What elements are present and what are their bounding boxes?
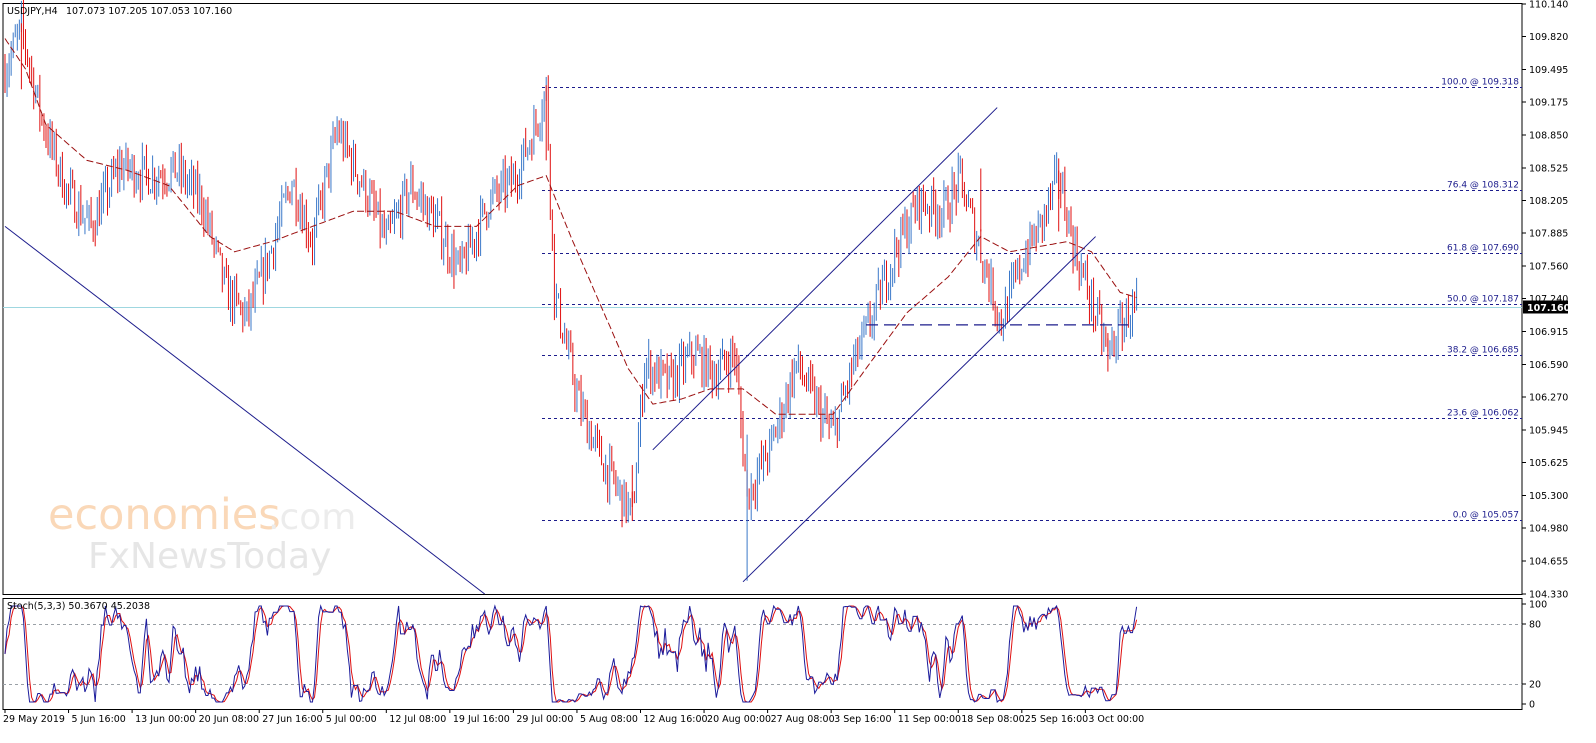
watermark-com: .com [268,497,356,538]
fib-label-50.0: 50.0 @ 107.187 [1447,295,1519,305]
time-tick-label: 12 Jul 08:00 [389,714,446,725]
price-tick-label: 106.270 [1529,392,1568,403]
fibonacci-levels: 100.0 @ 109.318 76.4 @ 108.312 61.8 @ 107.… [542,78,1522,521]
price-tick-label: 104.655 [1529,556,1568,567]
time-tick-label: 27 Jun 16:00 [262,714,322,725]
price-tick-label: 109.820 [1529,32,1568,43]
stoch-panel-frame [2,598,1523,710]
time-tick-label: 11 Sep 00:00 [898,714,961,725]
time-tick-label: 5 Aug 08:00 [580,714,638,725]
time-tick-label: 25 Sep 16:00 [1025,714,1088,725]
stoch-tick-label: 20 [1529,680,1541,691]
price-tick-label: 105.625 [1529,458,1568,469]
trendline-3 [742,236,1096,583]
watermark-fxnewstoday: FxNewsToday [88,536,331,577]
price-tick-label: 105.300 [1529,491,1568,502]
time-tick-label: 5 Jun 16:00 [72,714,126,725]
moving-average [4,38,1137,415]
fib-label-0.0: 0.0 @ 105.057 [1453,511,1519,521]
stoch-tick-label: 80 [1529,620,1541,631]
price-tick-label: 107.885 [1529,228,1568,239]
stoch-label: Stoch(5,3,3) 50.3670 45.2038 [7,601,150,612]
stoch-tick-label: 0 [1529,700,1535,711]
price-tick-label: 108.205 [1529,196,1568,207]
price-tick-label: 106.590 [1529,360,1568,371]
price-tick-label: 104.980 [1529,523,1568,534]
price-tick-label: 107.240 [1529,294,1568,305]
fib-label-100.0: 100.0 @ 109.318 [1441,78,1519,88]
time-tick-label: 20 Aug 00:00 [707,714,771,725]
stochastic-oscillator [3,604,1522,703]
time-tick-label: 13 Jun 00:00 [135,714,195,725]
ohlc-readout: 107.073 107.205 107.053 107.160 [66,6,232,17]
time-tick-label: 29 Jul 00:00 [516,714,573,725]
time-axis: 29 May 2019 5 Jun 16:00 13 Jun 00:00 20 Jun… [3,709,1144,725]
watermark-economies: economies [48,490,281,540]
stoch-tick-label: 100 [1529,600,1547,611]
current-price-tag [1523,300,1568,314]
time-tick-label: 3 Sep 16:00 [834,714,891,725]
price-panel-frame [2,3,1523,595]
symbol-label: USDJPY,H4 [7,6,58,17]
price-tick-label: 106.915 [1529,327,1568,338]
trendline-1 [4,225,486,595]
price-tick-label: 107.560 [1529,261,1568,272]
stoch-axis: 100 80 20 0 [1522,600,1547,711]
price-tick-label: 108.525 [1529,164,1568,175]
time-tick-label: 3 Oct 00:00 [1088,714,1144,725]
fib-label-61.8: 61.8 @ 107.690 [1447,244,1519,254]
time-tick-label: 12 Aug 16:00 [644,714,708,725]
fib-label-38.2: 38.2 @ 106.685 [1447,346,1519,356]
price-tick-label: 110.140 [1529,0,1568,11]
watermark: economies .com FxNewsToday [48,490,356,577]
fib-label-23.6: 23.6 @ 106.062 [1447,409,1519,419]
time-tick-label: 18 Sep 08:00 [961,714,1024,725]
moving-average-line [4,38,1137,415]
trendlines [4,107,1129,595]
price-tick-label: 105.945 [1529,425,1568,436]
time-tick-label: 29 May 2019 [3,714,65,725]
time-tick-label: 27 Aug 08:00 [771,714,835,725]
candlesticks [4,0,1138,581]
price-tick-label: 109.495 [1529,65,1568,76]
fib-label-76.4: 76.4 @ 108.312 [1447,181,1519,191]
trendline-2 [652,107,998,451]
time-tick-label: 5 Jul 00:00 [326,714,377,725]
price-tick-label: 109.175 [1529,97,1568,108]
time-tick-label: 19 Jul 16:00 [453,714,510,725]
price-tick-label: 104.330 [1529,590,1568,601]
price-axis: 110.140 109.820 109.495 109.175 108.850 108.5… [1522,0,1571,601]
stoch-main-line [4,604,1138,703]
current-price-tag-label: 107.160 [1527,303,1571,314]
stoch-signal-line [4,605,1138,703]
price-tick-label: 108.850 [1529,130,1568,141]
time-tick-label: 20 Jun 08:00 [199,714,259,725]
